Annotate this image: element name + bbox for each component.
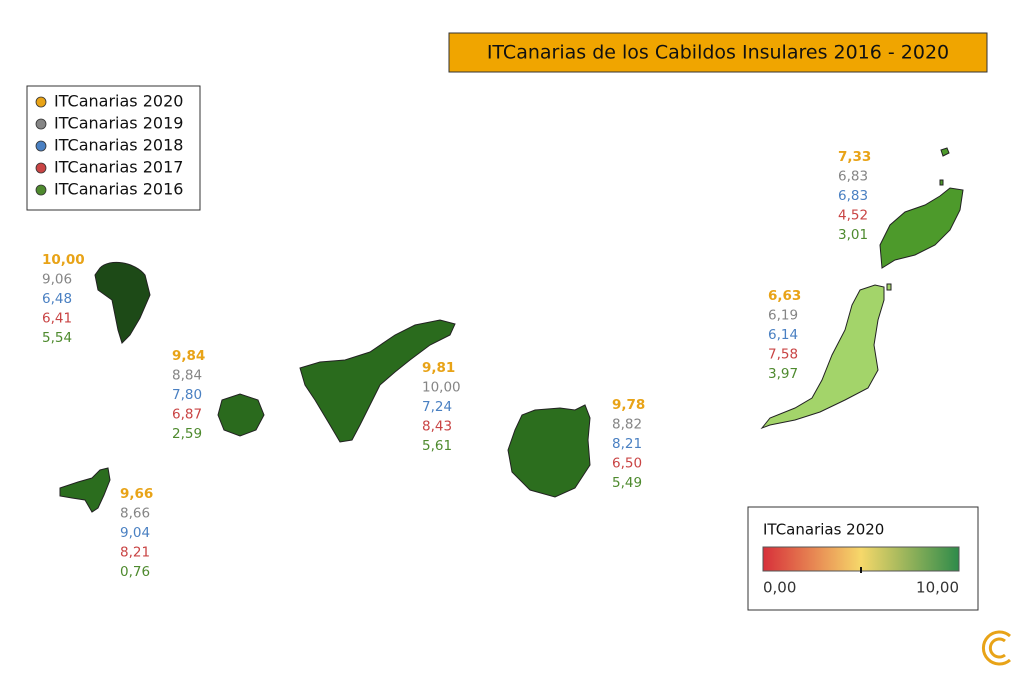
island-la-palma bbox=[94, 261, 151, 344]
colorbar-min: 0,00 bbox=[763, 579, 796, 597]
island-value: 7,58 bbox=[768, 347, 798, 363]
island-value: 9,04 bbox=[120, 525, 150, 541]
colorbar-title: ITCanarias 2020 bbox=[763, 521, 884, 539]
island-value: 3,01 bbox=[838, 227, 868, 243]
island-la-gomera bbox=[217, 393, 265, 437]
island-value: 6,83 bbox=[838, 188, 868, 204]
title: ITCanarias de los Cabildos Insulares 201… bbox=[487, 42, 949, 64]
island-value: 6,87 bbox=[172, 407, 202, 423]
island-value: 4,52 bbox=[838, 208, 868, 224]
island-value: 7,33 bbox=[838, 149, 871, 165]
island-value: 7,24 bbox=[422, 399, 452, 415]
island-value: 8,66 bbox=[120, 506, 150, 522]
island-value: 2,59 bbox=[172, 426, 202, 442]
island-value: 8,84 bbox=[172, 368, 202, 384]
island-value: 10,00 bbox=[422, 380, 461, 396]
legend-label: ITCanarias 2020 bbox=[54, 92, 183, 111]
island-value: 9,84 bbox=[172, 348, 205, 364]
island-value: 6,63 bbox=[768, 288, 801, 304]
title-box bbox=[448, 32, 988, 73]
island-value: 8,43 bbox=[422, 419, 452, 435]
island-value: 9,06 bbox=[42, 272, 72, 288]
legend-swatch bbox=[35, 118, 47, 130]
island-value: 6,41 bbox=[42, 311, 72, 327]
island-value: 8,21 bbox=[612, 436, 642, 452]
island-value: 6,14 bbox=[768, 327, 798, 343]
island-value: 5,54 bbox=[42, 330, 72, 346]
island-value: 7,80 bbox=[172, 387, 202, 403]
island-value: 6,19 bbox=[768, 308, 798, 324]
island-value: 3,97 bbox=[768, 366, 798, 382]
island-value: 5,49 bbox=[612, 475, 642, 491]
island-value: 6,48 bbox=[42, 291, 72, 307]
legend-label: ITCanarias 2019 bbox=[54, 114, 183, 133]
island-value: 9,66 bbox=[120, 486, 153, 502]
legend-swatch bbox=[35, 162, 47, 174]
island-value: 6,50 bbox=[612, 456, 642, 472]
legend-swatch bbox=[35, 140, 47, 152]
island-el-hierro bbox=[59, 467, 111, 513]
legend-label: ITCanarias 2017 bbox=[54, 158, 183, 177]
colorbar-max: 10,00 bbox=[916, 579, 959, 597]
legend-box bbox=[26, 85, 201, 211]
legend-label: ITCanarias 2018 bbox=[54, 136, 183, 155]
legend-label: ITCanarias 2016 bbox=[54, 180, 183, 199]
island-fuerteventura bbox=[760, 283, 892, 430]
island-value: 9,78 bbox=[612, 397, 645, 413]
island-gran-canaria bbox=[507, 404, 591, 498]
island-tenerife bbox=[299, 319, 456, 443]
island-value: 10,00 bbox=[42, 252, 85, 268]
island-value: 0,76 bbox=[120, 564, 150, 580]
island-value: 8,21 bbox=[120, 545, 150, 561]
island-value: 5,61 bbox=[422, 438, 452, 454]
island-lanzarote bbox=[879, 147, 964, 269]
legend-swatch bbox=[35, 96, 47, 108]
island-value: 8,82 bbox=[612, 417, 642, 433]
legend-swatch bbox=[35, 184, 47, 196]
logo bbox=[981, 630, 1011, 666]
island-value: 9,81 bbox=[422, 360, 455, 376]
island-value: 6,83 bbox=[838, 169, 868, 185]
